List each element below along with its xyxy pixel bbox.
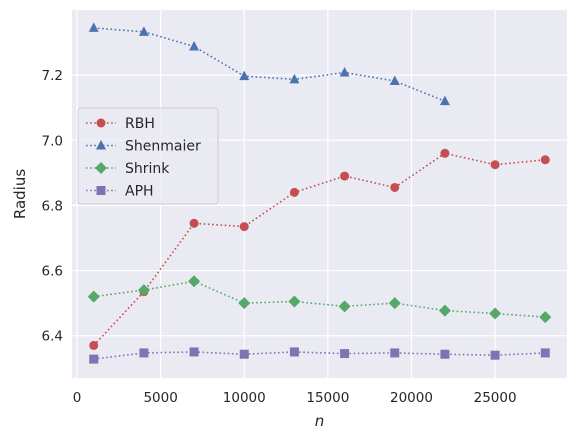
y-tick-label: 6.4 — [42, 329, 63, 345]
legend-label-shrink: Shrink — [125, 161, 170, 177]
series-line-shenmaier — [93, 27, 446, 102]
data-point-shenmaier — [389, 75, 400, 85]
legend-item-shenmaier: Shenmaier — [86, 139, 201, 155]
data-point-aph — [340, 349, 350, 359]
data-point-shenmaier — [138, 26, 149, 36]
data-point-aph — [289, 347, 299, 357]
data-point-rbh — [540, 155, 550, 165]
x-tick-label: 20000 — [390, 390, 433, 406]
series-line-aph — [93, 351, 546, 360]
data-point-shrink — [188, 275, 201, 288]
data-point-shrink — [238, 297, 251, 310]
data-point-rbh — [440, 148, 450, 158]
data-point-rbh — [390, 182, 400, 192]
legend-label-rbh: RBH — [125, 116, 155, 132]
y-tick-label: 7.2 — [42, 68, 63, 84]
series-shenmaier — [88, 22, 450, 106]
data-point-shrink — [489, 307, 502, 320]
data-point-shrink — [338, 300, 351, 313]
data-point-rbh — [189, 218, 199, 228]
x-axis-label: n — [315, 412, 325, 430]
data-point-shenmaier — [239, 70, 250, 81]
data-point-aph — [139, 348, 149, 358]
legend-item-shrink: Shrink — [86, 161, 170, 177]
data-point-shenmaier — [289, 73, 300, 84]
data-point-shrink — [539, 311, 552, 324]
x-tick-label: 25000 — [474, 390, 517, 406]
data-point-rbh — [289, 187, 299, 197]
legend-item-rbh: RBH — [86, 116, 155, 132]
legend-label-aph: APH — [125, 184, 154, 200]
series-layer — [87, 22, 552, 364]
data-point-shrink — [388, 297, 401, 310]
data-point-aph — [540, 348, 550, 358]
data-point-shenmaier — [88, 22, 99, 32]
data-point-rbh — [490, 160, 500, 170]
legend: RBH Shenmaier Shrink APH — [77, 107, 219, 205]
x-tick-label: 10000 — [223, 390, 266, 406]
y-axis-label: Radius — [11, 169, 29, 219]
data-point-aph — [390, 348, 400, 358]
x-tick-label: 5000 — [143, 390, 177, 406]
y-tick-label: 7.0 — [42, 133, 63, 149]
tick-labels: 0 5000 10000 15000 20000 25000 6.4 6.6 6.8 7.0 7.2 — [42, 68, 517, 406]
legend-item-aph: APH — [86, 184, 154, 200]
data-point-shrink — [438, 304, 451, 317]
data-point-rbh — [239, 222, 249, 232]
legend-marker-aph — [96, 186, 106, 195]
x-tick-label: 0 — [73, 390, 82, 406]
data-point-aph — [490, 350, 500, 360]
data-point-shenmaier — [189, 40, 200, 51]
series-shrink — [87, 275, 552, 324]
data-point-shrink — [87, 290, 100, 303]
series-aph — [89, 347, 550, 364]
data-point-aph — [189, 347, 199, 357]
y-tick-label: 6.8 — [42, 198, 63, 214]
x-tick-label: 15000 — [306, 390, 349, 406]
data-point-rbh — [89, 340, 99, 350]
data-point-aph — [239, 349, 249, 359]
legend-marker-shenmaier — [96, 140, 106, 150]
series-line-shrink — [93, 280, 546, 318]
data-point-shrink — [288, 295, 301, 308]
data-point-shenmaier — [439, 95, 450, 106]
legend-label-shenmaier: Shenmaier — [125, 139, 201, 155]
data-point-shenmaier — [339, 67, 350, 77]
legend-box — [77, 107, 219, 205]
data-point-rbh — [340, 171, 350, 181]
legend-marker-shrink — [95, 162, 107, 174]
legend-marker-rbh — [96, 118, 106, 128]
data-point-aph — [89, 354, 99, 364]
y-tick-label: 6.6 — [42, 264, 63, 280]
data-point-aph — [440, 349, 450, 359]
data-point-shrink — [137, 284, 150, 297]
